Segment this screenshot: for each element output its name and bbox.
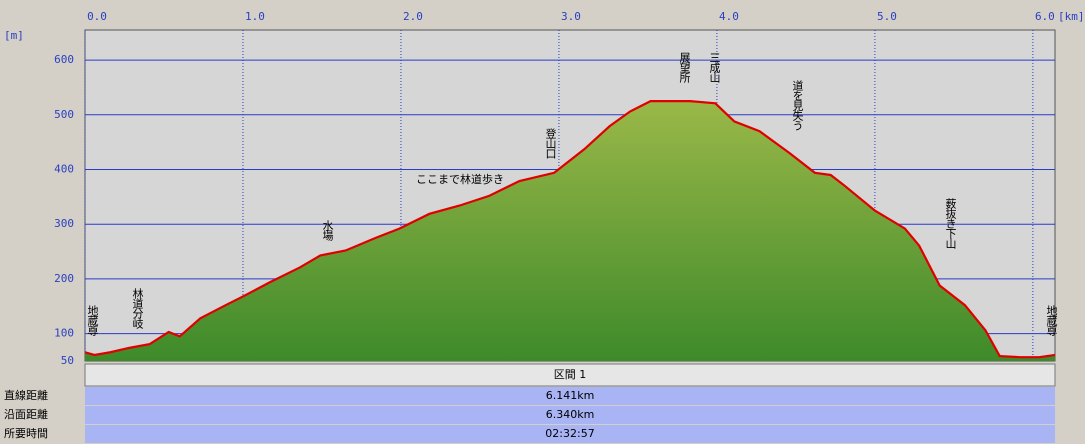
x-tick-label: 5.0 (877, 10, 897, 23)
area (85, 101, 1055, 362)
y-tick-label: 400 (54, 163, 74, 176)
y-tick-label: 300 (54, 217, 74, 230)
row-label: 所要時間 (4, 427, 48, 440)
annotation: 地蔵尊 (1045, 305, 1058, 337)
row-value: 02:32:57 (545, 427, 594, 440)
annotation: 林道分岐 (131, 287, 144, 330)
table-header: 区間 1 (554, 368, 587, 381)
x-tick-label: 6.0 (1035, 10, 1055, 23)
x-tick-label: 3.0 (561, 10, 581, 23)
row-value: 6.340km (546, 408, 595, 421)
y-tick-label: 200 (54, 272, 74, 285)
x-tick-label: 2.0 (403, 10, 423, 23)
line (84, 100, 1056, 359)
annotation: 三成山 (708, 52, 721, 83)
annotation: 薮抜き下山 (944, 198, 957, 249)
table-header-cell (84, 363, 1056, 387)
x-tick-label: 1.0 (245, 10, 265, 23)
y-tick-label: 600 (54, 53, 74, 66)
table-cell (85, 387, 1055, 405)
annotation: 道を見失う (791, 79, 804, 131)
y-unit: [m] (4, 29, 24, 42)
annotation: 展望所 (678, 52, 691, 84)
annotation: 水場 (321, 220, 334, 242)
row-label: 直線距離 (4, 388, 48, 402)
annotation: 登山口 (544, 127, 557, 159)
table-cell (85, 425, 1055, 443)
x-tick-label: 4.0 (719, 10, 739, 23)
table: 区間 1 直線距離 6.141km 沿面距離 6.340km 所要時間 02:32:57 (4, 363, 1056, 443)
table-cell (85, 406, 1055, 424)
row-value: 6.141km (546, 389, 595, 402)
annotation: 地蔵尊 (86, 305, 99, 337)
x-tick-label: 0.0 (87, 10, 107, 23)
row-label: 沿面距離 (4, 407, 48, 421)
x-unit: [km] (1058, 10, 1085, 23)
annotation: ここまで林道歩き (416, 172, 504, 186)
y-tick-label: 100 (54, 327, 74, 340)
y-tick-label: 50 (61, 354, 74, 367)
y-tick-label: 500 (54, 108, 74, 121)
